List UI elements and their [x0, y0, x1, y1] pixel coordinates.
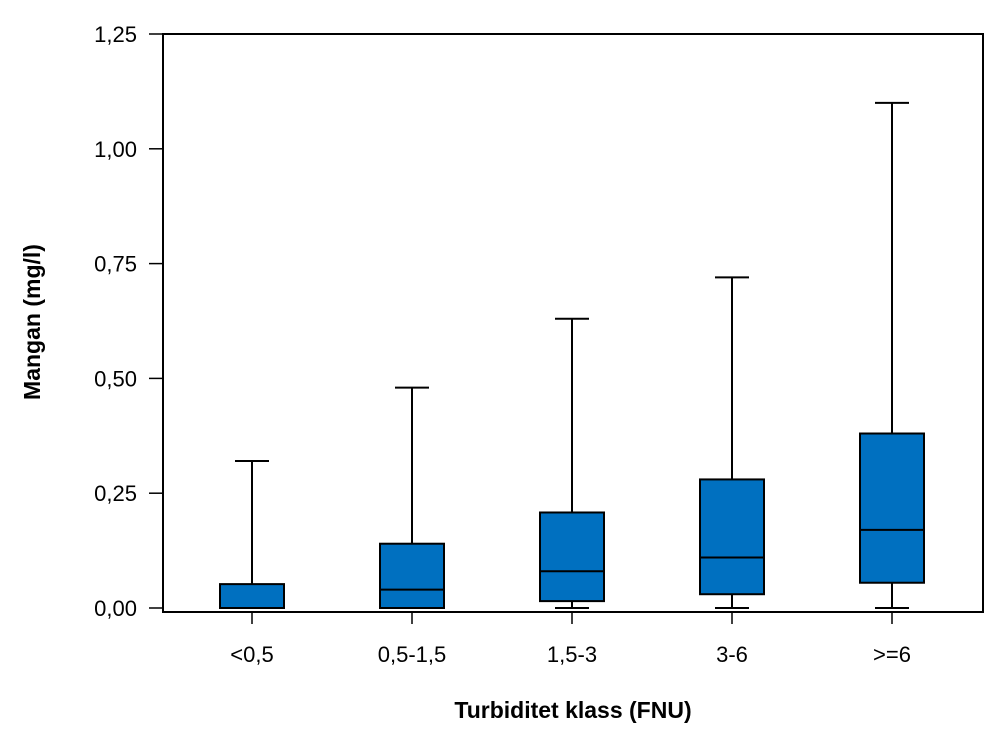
y-tick-label: 1,25 [94, 22, 137, 47]
box-series [219, 101, 925, 609]
y-tick-label: 0,25 [94, 481, 137, 506]
x-tick-label: <0,5 [230, 642, 273, 667]
box-group [699, 276, 765, 609]
x-axis-title: Turbiditet klass (FNU) [454, 697, 691, 723]
x-tick-label: 0,5-1,5 [378, 642, 447, 667]
x-tick-label: 1,5-3 [547, 642, 597, 667]
y-tick-label: 0,50 [94, 366, 137, 391]
box-group [539, 317, 605, 609]
box-group [859, 101, 925, 609]
box-group [379, 386, 445, 609]
y-tick-label: 0,00 [94, 596, 137, 621]
y-tick-label: 0,75 [94, 252, 137, 277]
box-group [219, 460, 285, 609]
y-axis-title: Mangan (mg/l) [19, 244, 45, 400]
x-axis: <0,5 0,5-1,5 1,5-3 3-6 >=6 [230, 612, 911, 667]
iqr-box [859, 432, 925, 584]
plot-frame [162, 33, 984, 613]
x-tick-label: 3-6 [716, 642, 748, 667]
y-axis: 0,00 0,25 0,50 0,75 1,00 1,25 [94, 22, 163, 621]
iqr-box [219, 583, 285, 609]
iqr-box [699, 478, 765, 596]
iqr-box [379, 542, 445, 609]
y-tick-label: 1,00 [94, 137, 137, 162]
x-tick-label: >=6 [873, 642, 911, 667]
iqr-box [539, 511, 605, 603]
